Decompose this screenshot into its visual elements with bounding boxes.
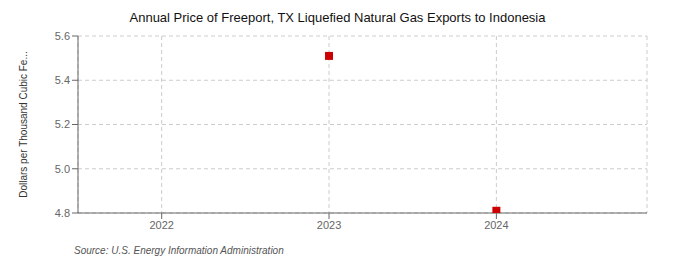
svg-text:2024: 2024: [484, 219, 508, 231]
svg-text:2022: 2022: [149, 219, 173, 231]
svg-text:5.0: 5.0: [55, 163, 70, 175]
svg-text:Dollars per Thousand Cubic Fe.: Dollars per Thousand Cubic Fe...: [18, 51, 29, 198]
svg-text:5.4: 5.4: [55, 74, 70, 86]
html-text:Annual Price of Freeport, TX L: Annual Price of Freeport, TX Liquefied N…: [129, 10, 546, 25]
svg-text:4.8: 4.8: [55, 207, 70, 219]
svg-text:5.2: 5.2: [55, 118, 70, 130]
svg-text:2023: 2023: [317, 219, 341, 231]
html-text:Source: U.S. Energy Informatio: Source: U.S. Energy Information Administ…: [74, 245, 284, 256]
svg-text:5.6: 5.6: [55, 30, 70, 42]
